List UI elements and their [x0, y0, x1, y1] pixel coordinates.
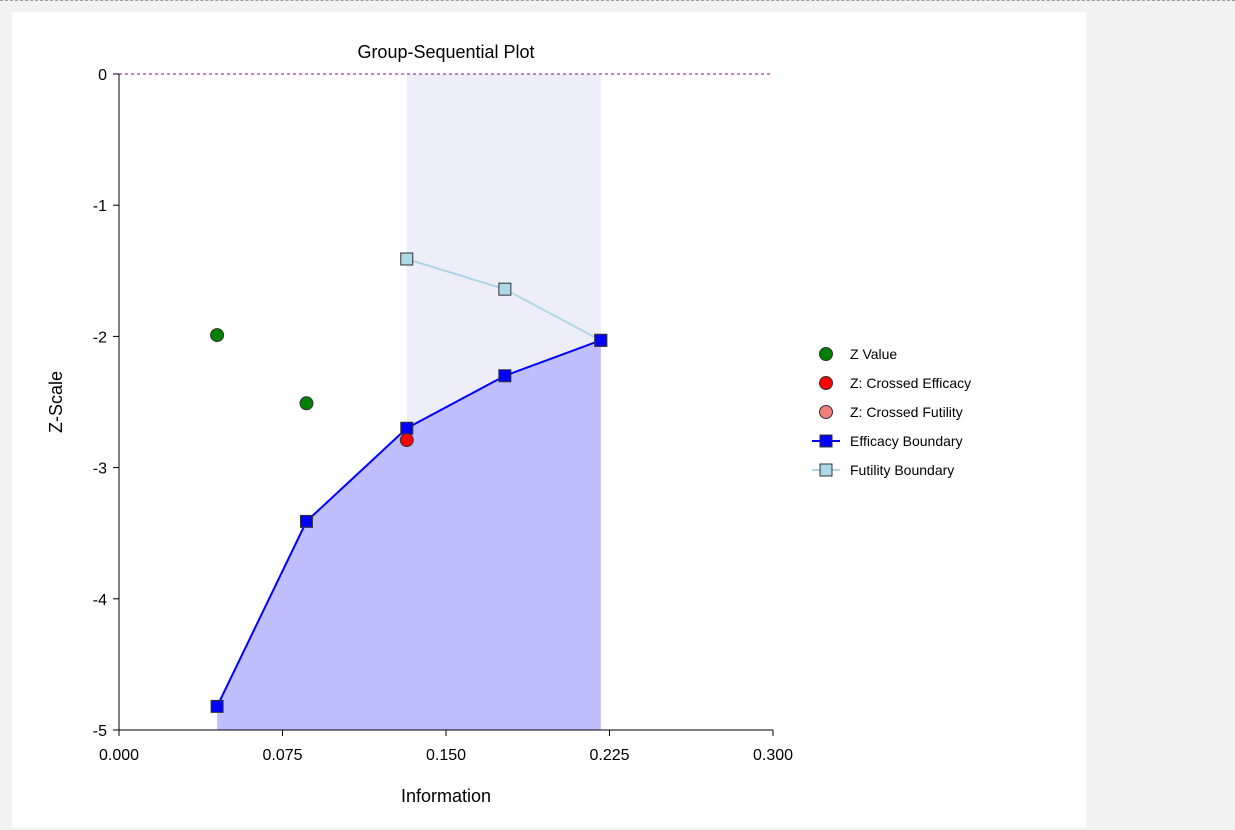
legend-label: Efficacy Boundary: [850, 433, 963, 449]
z-crossed-efficacy-point: [399, 433, 414, 448]
futility-boundary-point: [498, 282, 512, 296]
legend-marker: [819, 405, 833, 419]
top-divider: [0, 0, 1235, 1]
z-value-point: [210, 328, 225, 343]
y-tick-label: -4: [93, 592, 107, 609]
x-tick-label: 0.150: [426, 747, 466, 764]
efficacy-boundary-point: [400, 421, 414, 435]
legend-label: Z Value: [850, 346, 897, 362]
efficacy-region: [217, 340, 601, 730]
legend-marker: [819, 463, 833, 477]
legend-marker: [819, 347, 833, 361]
efficacy-boundary-point: [299, 514, 313, 528]
efficacy-boundary-point: [594, 333, 608, 347]
y-tick-label: 0: [98, 67, 107, 84]
legend-marker: [819, 434, 833, 448]
efficacy-boundary-point: [210, 699, 224, 713]
z-value-point: [299, 396, 314, 411]
legend-label: Z: Crossed Futility: [850, 404, 963, 420]
legend-marker: [819, 376, 833, 390]
legend-label: Futility Boundary: [850, 462, 954, 478]
futility-boundary-point: [400, 252, 414, 266]
chart-panel: 0 -1 -2 -3 -4 -5 0.000 0.075 0.150 0.225 0.300 Grou…: [12, 12, 1086, 828]
x-axis-title: Information: [401, 786, 491, 806]
chart-title: Group-Sequential Plot: [357, 42, 534, 62]
x-tick-label: 0.225: [589, 747, 629, 764]
y-axis-title: Z-Scale: [46, 371, 66, 433]
group-sequential-chart: 0 -1 -2 -3 -4 -5 0.000 0.075 0.150 0.225 0.300 Grou…: [46, 42, 971, 806]
x-tick-label: 0.075: [262, 747, 302, 764]
x-tick-label: 0.300: [753, 747, 793, 764]
y-tick-label: -2: [93, 329, 107, 346]
legend-label: Z: Crossed Efficacy: [850, 375, 971, 391]
y-tick-label: -1: [93, 198, 107, 215]
x-tick-label: 0.000: [99, 747, 139, 764]
y-tick-label: -3: [93, 461, 107, 478]
efficacy-boundary-point: [498, 369, 512, 383]
y-tick-label: -5: [93, 723, 107, 740]
